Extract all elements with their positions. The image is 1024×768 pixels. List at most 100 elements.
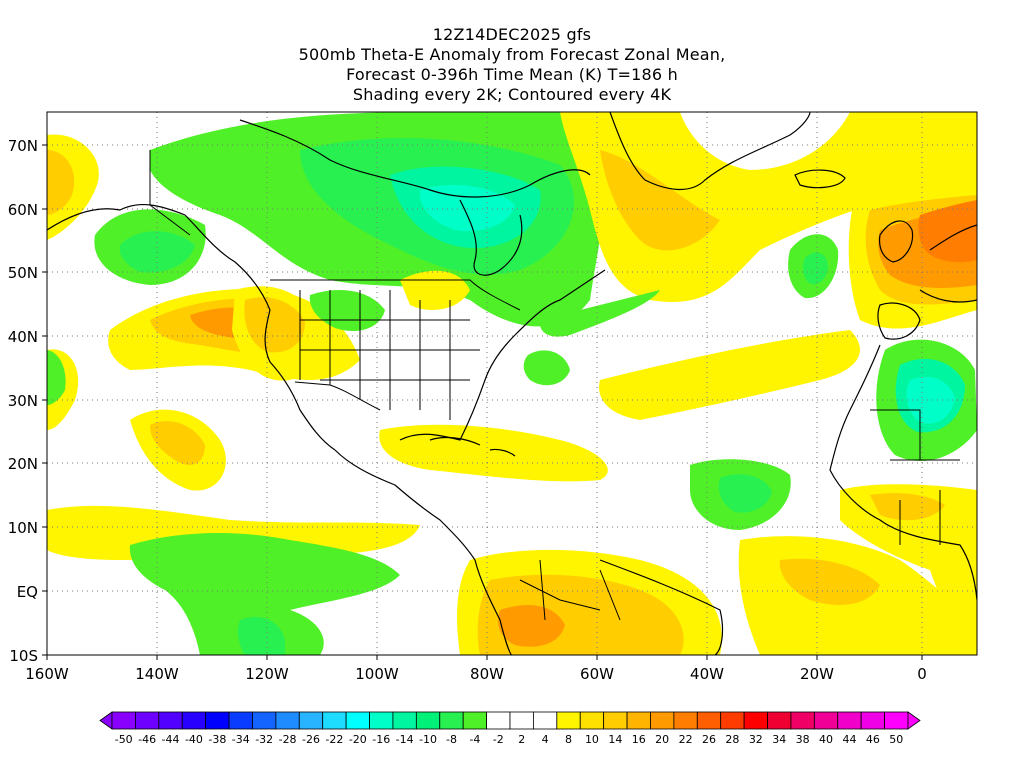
anomaly-region-greenland-yellow	[560, 112, 977, 302]
colorbar-label: -46	[138, 733, 156, 746]
title-line-4: Shading every 2K; Contoured every 4K	[352, 85, 672, 104]
colorbar-swatch	[767, 711, 792, 730]
colorbar-label: 20	[655, 733, 669, 746]
colorbar-swatch	[837, 711, 862, 730]
lat-label-40n: 40N	[8, 328, 38, 346]
alaska-coast	[47, 204, 271, 311]
colorbar-label: 4	[542, 733, 549, 746]
colorbar-swatch	[415, 711, 441, 730]
colorbar-swatch	[392, 711, 417, 730]
colorbar-label: 50	[889, 733, 903, 746]
colorbar-swatch	[345, 711, 370, 730]
lon-label-120w: 120W	[245, 665, 289, 683]
political-borders	[149, 150, 960, 621]
axis-ticks	[42, 144, 923, 660]
colorbar-label: -2	[493, 733, 504, 746]
alaska-canada-border	[149, 150, 191, 236]
anomaly-region-greenland-neutral	[680, 112, 850, 170]
anomaly-region-atlantic-green-streak	[539, 290, 660, 337]
lon-label-100w: 100W	[355, 665, 399, 683]
colorbar-label: -16	[372, 733, 390, 746]
colorbar-label: 32	[749, 733, 763, 746]
lon-label-140w: 140W	[135, 665, 179, 683]
anomaly-region-pacific-west-green	[47, 350, 66, 405]
title-line-2: 500mb Theta-E Anomaly from Forecast Zona…	[298, 45, 726, 64]
cuba-coast	[429, 436, 481, 446]
colorbar-swatch	[462, 711, 487, 730]
anomaly-region-east-pacific-gold-plume	[150, 421, 205, 465]
map-frame	[46, 111, 978, 656]
shading-layer	[47, 112, 977, 655]
colorbar-swatch	[650, 711, 675, 730]
us-state-lines	[299, 290, 480, 420]
colorbar-label: 16	[632, 733, 646, 746]
colorbar-swatch	[205, 711, 230, 730]
lat-label-eq: EQ	[17, 583, 38, 601]
lon-label-0: 0	[917, 665, 927, 683]
colorbar-label: 46	[866, 733, 880, 746]
colorbar-swatch	[579, 711, 605, 730]
colorbar-swatch	[275, 711, 300, 730]
colorbar-label: -20	[349, 733, 367, 746]
colorbar-swatch	[181, 711, 207, 730]
anomaly-region-upper-midwest-yellow	[400, 270, 470, 310]
title-line-3: Forecast 0-396h Time Mean (K) T=186 h	[346, 65, 678, 84]
colorbar-label: 28	[725, 733, 739, 746]
anomaly-region-equatorial-pacific-mint	[237, 616, 285, 655]
anomaly-region-sahara-cyan	[906, 376, 955, 424]
lon-label-20w: 20W	[800, 665, 834, 683]
colorbar-label: -14	[396, 733, 414, 746]
lon-label-40w: 40W	[690, 665, 724, 683]
lat-label-50n: 50N	[8, 264, 38, 282]
colorbar-swatch	[111, 711, 136, 730]
colorbar-max-arrow	[907, 711, 921, 730]
colorbar-swatch	[533, 711, 558, 730]
longitude-labels: 160W 140W 120W 100W 80W 60W 40W 20W 0	[25, 665, 927, 683]
coastlines	[47, 112, 977, 655]
latitude-labels: 70N 60N 50N 40N 30N 20N 10N EQ 10S	[8, 137, 38, 665]
colorbar-label: -22	[325, 733, 343, 746]
colorbar-swatch	[158, 711, 183, 730]
colorbar-label: 8	[565, 733, 572, 746]
iceland-coast	[794, 169, 846, 189]
anomaly-region-caribbean-yellow	[379, 424, 608, 482]
south-america-coast	[474, 559, 724, 655]
anomaly-region-great-lakes-green	[309, 290, 385, 331]
colorbar-swatch	[790, 711, 815, 730]
colorbar-swatch	[486, 711, 511, 730]
colorbar-label: -8	[446, 733, 457, 746]
colorbar-label: -10	[419, 733, 437, 746]
iberia-coast	[877, 302, 921, 340]
colorbar-swatch	[626, 711, 651, 730]
anomaly-region-bering-gold	[47, 150, 75, 215]
colorbar-swatch	[228, 711, 253, 730]
colorbar-swatch	[439, 711, 464, 730]
title-line-1: 12Z14DEC2025 gfs	[432, 25, 592, 44]
greenland-coast	[609, 112, 811, 191]
anomaly-region-west-africa-gold	[870, 493, 945, 521]
anomaly-region-atlantic-yellow-band	[599, 330, 860, 420]
colorbar-label: -40	[185, 733, 203, 746]
lat-label-30n: 30N	[8, 392, 38, 410]
lat-label-10n: 10N	[8, 519, 38, 537]
colorbar-swatch	[135, 711, 160, 730]
lat-label-20n: 20N	[8, 455, 38, 473]
lat-label-60n: 60N	[8, 201, 38, 219]
anomaly-region-gulf-alaska-mint	[119, 231, 195, 273]
colorbar-label: -34	[232, 733, 250, 746]
us-mexico-border	[294, 381, 381, 411]
south-america-borders	[519, 559, 621, 621]
africa-borders	[870, 409, 960, 545]
colorbar-label: 22	[679, 733, 693, 746]
lon-label-80w: 80W	[470, 665, 504, 683]
colorbar-swatch	[252, 711, 277, 730]
colorbar-swatch	[673, 711, 698, 730]
colorbar-label: 10	[585, 733, 599, 746]
anomaly-region-greenland-gold	[600, 150, 720, 251]
colorbar-swatch	[743, 711, 768, 730]
colorbar-label: -26	[302, 733, 320, 746]
colorbar-swatch	[322, 711, 347, 730]
british-isles-coast	[878, 220, 914, 263]
anomaly-region-south-atlantic-gold	[779, 558, 880, 605]
africa-coast	[829, 344, 977, 601]
